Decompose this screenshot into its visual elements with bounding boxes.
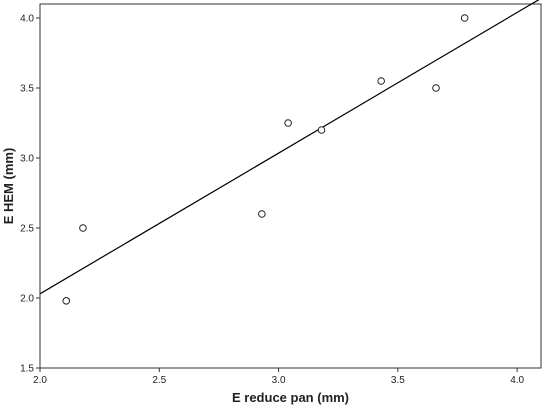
data-point [317, 126, 326, 134]
data-points [62, 14, 469, 305]
x-axis-ticks: 2.0 2.5 3.0 3.5 4.0 [33, 368, 525, 386]
x-axis-title: E reduce pan (mm) [232, 390, 349, 405]
regression-line [39, 0, 540, 295]
data-point [62, 297, 71, 305]
data-point [460, 14, 469, 22]
x-tick-label: 3.0 [272, 375, 286, 386]
x-tick-label: 3.5 [391, 375, 405, 386]
y-tick-label: 4.0 [20, 14, 34, 25]
data-point [284, 119, 292, 127]
data-point [258, 210, 266, 218]
y-tick-label: 2.5 [20, 224, 34, 235]
y-tick-label: 1.5 [20, 364, 34, 375]
x-tick-label: 2.0 [33, 375, 47, 386]
x-tick-label: 2.5 [152, 375, 166, 386]
plot-area-frame [39, 3, 542, 369]
data-point [377, 77, 385, 85]
data-point [79, 224, 87, 232]
y-tick-label: 3.5 [20, 84, 34, 95]
x-tick-label: 4.0 [510, 375, 524, 386]
y-tick-label: 2.0 [20, 294, 34, 305]
y-tick-label: 3.0 [20, 154, 34, 165]
y-axis-ticks: 1.5 2.0 2.5 3.0 3.5 4.0 [20, 14, 40, 375]
y-axis-title: E HEM (mm) [1, 148, 16, 225]
data-point [432, 84, 440, 92]
